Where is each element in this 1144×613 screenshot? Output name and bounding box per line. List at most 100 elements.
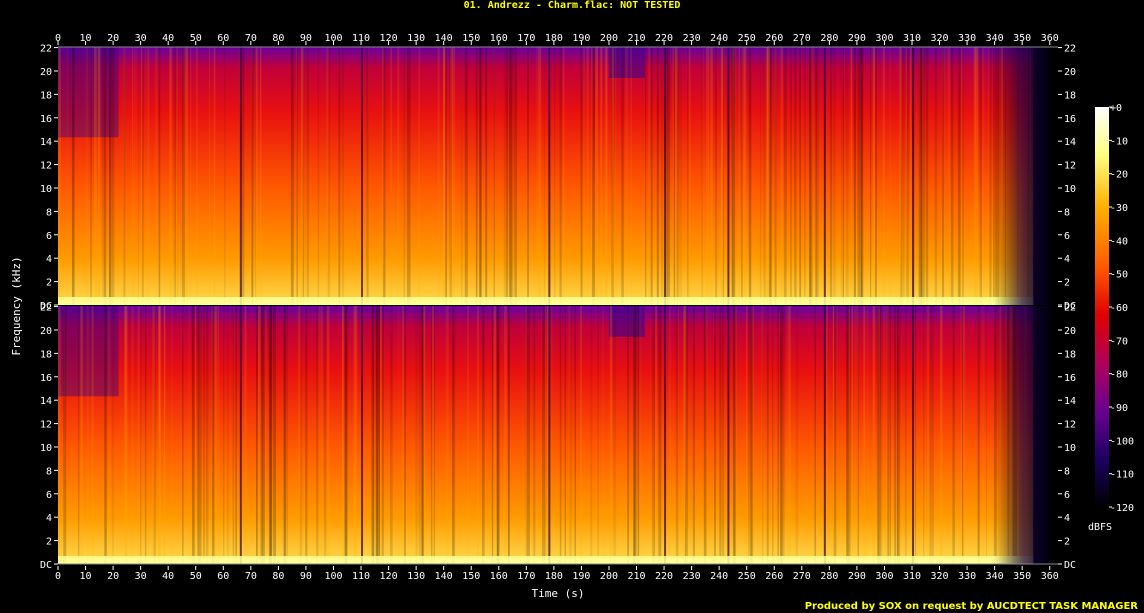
x-tick-label: 340 xyxy=(986,571,1004,582)
texture-stripe xyxy=(611,47,614,305)
x-tick-label: 210 xyxy=(627,33,645,44)
texture-stripe xyxy=(158,306,161,564)
texture-stripe xyxy=(961,47,963,305)
texture-stripe xyxy=(721,47,725,305)
texture-stripe xyxy=(527,306,530,564)
transition-line xyxy=(823,306,826,564)
texture-stripe xyxy=(717,47,719,305)
texture-stripe xyxy=(507,306,510,564)
texture-stripe xyxy=(153,306,156,564)
x-tick-label: 160 xyxy=(490,571,508,582)
texture-stripe xyxy=(564,306,566,564)
x-tick-label: 270 xyxy=(793,571,811,582)
texture-stripe xyxy=(877,306,880,564)
texture-stripe xyxy=(762,306,764,564)
texture-stripe xyxy=(669,47,671,305)
texture-stripe xyxy=(437,47,440,305)
texture-stripe xyxy=(950,47,954,305)
quiet-intro-band xyxy=(58,47,119,138)
texture-stripe xyxy=(211,306,215,564)
texture-stripe xyxy=(974,47,977,305)
texture-stripe xyxy=(327,47,331,305)
texture-stripe xyxy=(800,47,802,305)
texture-stripe xyxy=(790,47,792,305)
transition-line xyxy=(239,47,242,305)
texture-stripe xyxy=(741,47,744,305)
texture-stripe xyxy=(525,306,527,564)
x-tick-label: 140 xyxy=(435,33,453,44)
texture-stripe xyxy=(176,47,178,305)
texture-stripe xyxy=(269,306,272,564)
x-tick-label: 170 xyxy=(517,571,535,582)
texture-stripe xyxy=(109,47,112,305)
texture-stripe xyxy=(677,306,679,564)
texture-stripe xyxy=(317,47,320,305)
texture-stripe xyxy=(505,306,508,564)
texture-stripe xyxy=(768,47,772,305)
texture-stripe xyxy=(260,306,263,564)
texture-stripe xyxy=(496,306,498,564)
texture-stripe xyxy=(926,306,930,564)
texture-stripe xyxy=(415,306,418,564)
x-tick-label: 80 xyxy=(272,571,284,582)
texture-stripe xyxy=(559,47,562,305)
texture-stripe xyxy=(687,47,689,305)
texture-stripe xyxy=(766,306,769,564)
texture-stripe xyxy=(343,306,347,564)
colorbar-tick-label: -10 xyxy=(1110,136,1128,147)
y-tick-label-right: 20 xyxy=(1064,67,1076,78)
texture-stripe xyxy=(541,306,543,564)
texture-stripe xyxy=(777,306,780,564)
texture-stripe xyxy=(732,47,736,305)
texture-stripe xyxy=(734,306,737,564)
texture-stripe xyxy=(543,306,547,564)
texture-stripe xyxy=(591,47,594,305)
texture-stripe xyxy=(295,47,298,305)
texture-stripe xyxy=(80,306,83,564)
texture-stripe xyxy=(213,47,216,305)
texture-stripe xyxy=(174,47,177,305)
x-tick-label: 150 xyxy=(462,571,480,582)
y-tick-label-right: 6 xyxy=(1064,490,1070,501)
texture-stripe xyxy=(940,306,943,564)
texture-stripe xyxy=(733,306,737,564)
texture-stripe xyxy=(377,306,380,564)
x-tick-label: 90 xyxy=(300,571,312,582)
x-axis-label: Time (s) xyxy=(532,587,585,600)
texture-stripe xyxy=(655,306,657,564)
quiet-section-band xyxy=(608,306,645,337)
texture-stripe xyxy=(815,47,817,305)
texture-stripe xyxy=(809,47,812,305)
texture-stripe xyxy=(732,47,734,305)
texture-stripe xyxy=(381,306,384,564)
texture-stripe xyxy=(445,47,447,305)
texture-stripe xyxy=(763,47,766,305)
texture-stripe xyxy=(342,306,345,564)
texture-stripe xyxy=(63,306,67,564)
texture-stripe xyxy=(989,47,991,305)
y-tick-label-right: 16 xyxy=(1064,114,1076,125)
x-tick-label: 290 xyxy=(848,571,866,582)
texture-stripe xyxy=(354,306,358,564)
y-tick-label-left: 6 xyxy=(46,490,52,501)
texture-stripe xyxy=(846,306,849,564)
texture-stripe xyxy=(376,306,378,564)
texture-stripe xyxy=(772,306,774,564)
channel-bottom xyxy=(58,306,1050,564)
x-tick-label: 70 xyxy=(245,571,257,582)
texture-stripe xyxy=(848,306,851,564)
texture-stripe xyxy=(913,47,915,305)
texture-stripe xyxy=(676,306,679,564)
texture-stripe xyxy=(887,306,889,564)
x-tick-label: 340 xyxy=(986,33,1004,44)
transition-line xyxy=(911,47,914,305)
texture-stripe xyxy=(227,306,229,564)
texture-stripe xyxy=(255,47,259,305)
texture-stripe xyxy=(854,47,856,305)
texture-stripe xyxy=(863,306,866,564)
x-tick-label: 240 xyxy=(710,571,728,582)
texture-stripe xyxy=(86,306,89,564)
x-tick-label: 0 xyxy=(55,571,61,582)
x-tick-label: 240 xyxy=(710,33,728,44)
texture-stripe xyxy=(302,47,305,305)
